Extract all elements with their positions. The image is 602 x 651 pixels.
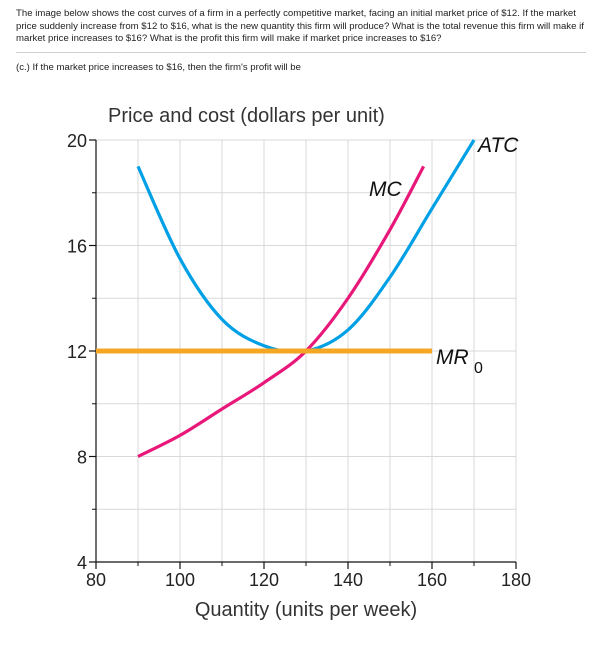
y-tick-label: 4 [77, 553, 87, 573]
question-text: The image below shows the cost curves of… [16, 8, 584, 44]
y-tick-label: 8 [77, 448, 87, 468]
series-line-mc [137, 165, 426, 458]
x-axis-title: Quantity (units per week) [195, 599, 417, 621]
divider [16, 52, 586, 53]
mr-subscript: 0 [474, 360, 483, 377]
atc-label: ATC [476, 134, 519, 157]
mr-label: MR [436, 346, 469, 369]
x-tick-label: 80 [86, 570, 106, 590]
y-axis-title: Price and cost (dollars per unit) [108, 105, 385, 127]
subquestion-text: (c.) If the market price increases to $1… [16, 62, 301, 73]
chart-axes: 4 8 12 16 20 80 100 120 140 160 180 [67, 131, 531, 590]
x-tick-label: 140 [333, 570, 363, 590]
chart-labels: Price and cost (dollars per unit) Quantit… [108, 105, 519, 621]
x-tick-label: 160 [417, 570, 447, 590]
y-tick-label: 20 [67, 131, 87, 151]
x-tick-label: 100 [165, 570, 195, 590]
x-tick-label: 120 [249, 570, 279, 590]
y-tick-label: 12 [67, 342, 87, 362]
y-tick-label: 16 [67, 237, 87, 257]
chart-series [96, 139, 476, 458]
x-tick-label: 180 [501, 570, 531, 590]
mc-label: MC [369, 178, 402, 201]
